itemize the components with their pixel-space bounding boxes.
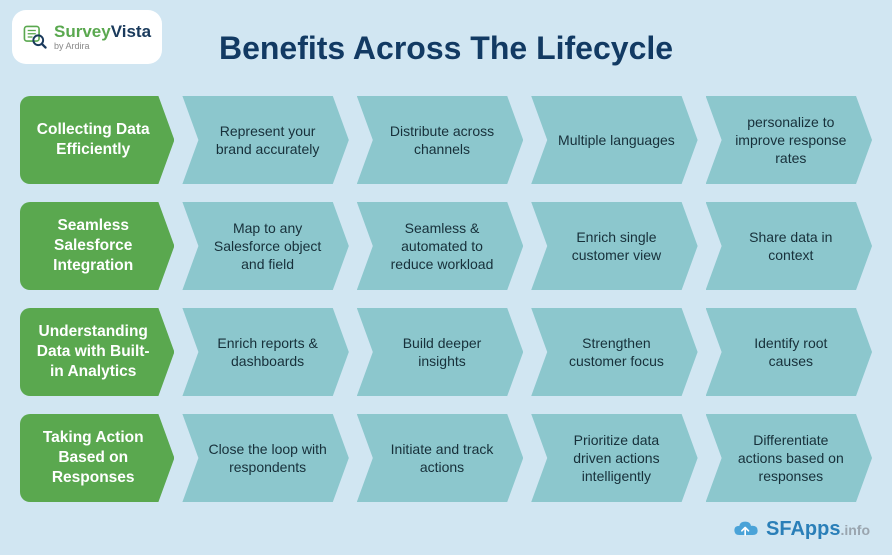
row-head: Seamless Salesforce Integration bbox=[20, 202, 174, 290]
footer-main: SFApps bbox=[766, 518, 840, 540]
benefit-chevron: Prioritize data driven actions intellige… bbox=[531, 414, 697, 502]
benefit-chevron: Differentiate actions based on responses bbox=[706, 414, 872, 502]
benefit-chevron: Distribute across channels bbox=[357, 96, 523, 184]
benefit-chevron: Close the loop with respondents bbox=[182, 414, 348, 502]
benefit-chevron: personalize to improve response rates bbox=[706, 96, 872, 184]
cloud-icon bbox=[732, 520, 760, 540]
row-head: Understanding Data with Built-in Analyti… bbox=[20, 308, 174, 396]
lifecycle-row: Taking Action Based on Responses Close t… bbox=[20, 414, 872, 502]
row-head: Collecting Data Efficiently bbox=[20, 96, 174, 184]
page-title: Benefits Across The Lifecycle bbox=[0, 30, 892, 67]
footer-suffix: .info bbox=[840, 522, 870, 538]
lifecycle-rows: Collecting Data Efficiently Represent yo… bbox=[20, 96, 872, 502]
benefit-chevron: Identify root causes bbox=[706, 308, 872, 396]
benefit-chevron: Represent your brand accurately bbox=[182, 96, 348, 184]
benefit-chevron: Build deeper insights bbox=[357, 308, 523, 396]
benefit-chevron: Map to any Salesforce object and field bbox=[182, 202, 348, 290]
footer-text: SFApps.info bbox=[766, 518, 870, 541]
benefit-chevron: Enrich reports & dashboards bbox=[182, 308, 348, 396]
logo-sfapps: SFApps.info bbox=[732, 518, 870, 541]
infographic-canvas: SurveyVista by Ardira Benefits Across Th… bbox=[0, 0, 892, 555]
benefit-chevron: Multiple languages bbox=[531, 96, 697, 184]
benefit-chevron: Initiate and track actions bbox=[357, 414, 523, 502]
benefit-chevron: Enrich single customer view bbox=[531, 202, 697, 290]
lifecycle-row: Understanding Data with Built-in Analyti… bbox=[20, 308, 872, 396]
lifecycle-row: Seamless Salesforce Integration Map to a… bbox=[20, 202, 872, 290]
benefit-chevron: Strengthen customer focus bbox=[531, 308, 697, 396]
row-head: Taking Action Based on Responses bbox=[20, 414, 174, 502]
benefit-chevron: Share data in context bbox=[706, 202, 872, 290]
benefit-chevron: Seamless & automated to reduce workload bbox=[357, 202, 523, 290]
lifecycle-row: Collecting Data Efficiently Represent yo… bbox=[20, 96, 872, 184]
